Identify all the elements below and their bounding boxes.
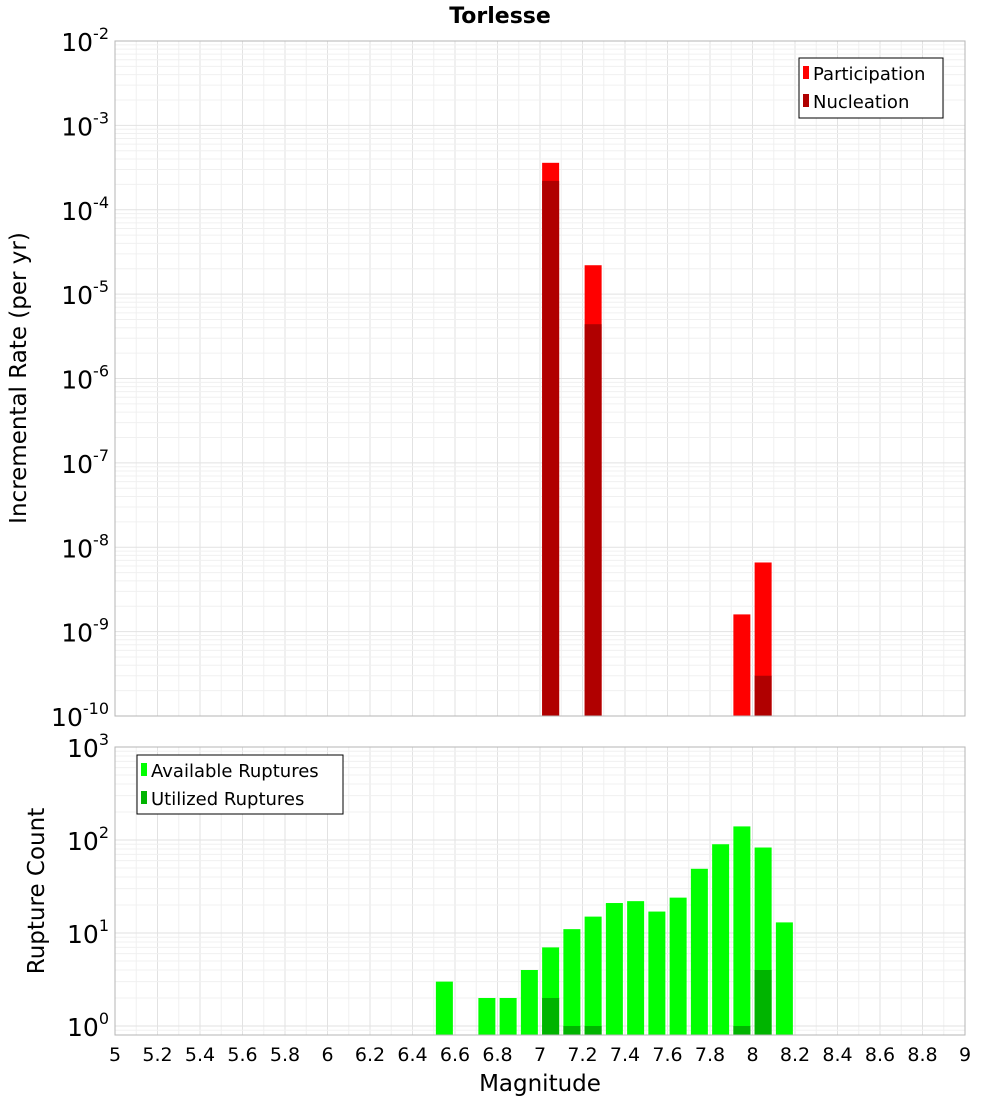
x-tick-label: 6 bbox=[321, 1044, 333, 1066]
bottom-bar-utilized-ruptures bbox=[754, 969, 772, 1035]
bottom-y-tick-label: 103 bbox=[67, 730, 109, 763]
top-y-tick-label: 10-4 bbox=[61, 193, 109, 226]
bottom-y-tick-label: 101 bbox=[67, 916, 109, 949]
bar-layer bbox=[435, 162, 793, 1035]
top-legend-box bbox=[798, 57, 944, 119]
bottom-plot-frame bbox=[114, 746, 966, 1036]
x-tick-label: 8.6 bbox=[865, 1044, 895, 1066]
top-bar-nucleation bbox=[542, 180, 560, 716]
legend-swatch-utilized-ruptures bbox=[141, 791, 147, 804]
x-tick-label: 7.6 bbox=[652, 1044, 682, 1066]
x-tick-label: 5 bbox=[109, 1044, 121, 1066]
top-y-tick-label: 10-6 bbox=[61, 362, 109, 395]
legend-label-participation: Participation bbox=[813, 64, 925, 85]
bottom-bar-available-ruptures bbox=[712, 844, 730, 1035]
top-y-tick-label: 10-5 bbox=[61, 277, 109, 310]
legend-swatch-participation bbox=[803, 66, 809, 79]
x-axis-label: Magnitude bbox=[479, 1071, 601, 1097]
top-y-tick-label: 10-2 bbox=[61, 24, 109, 57]
x-tick-label: 5.8 bbox=[270, 1044, 300, 1066]
bottom-bar-available-ruptures bbox=[605, 903, 623, 1035]
bottom-bar-utilized-ruptures bbox=[733, 1025, 751, 1035]
bottom-bar-available-ruptures bbox=[669, 897, 687, 1035]
top-bar-participation bbox=[733, 614, 751, 716]
bottom-bar-available-ruptures bbox=[648, 911, 666, 1035]
top-y-tick-label: 10-8 bbox=[61, 530, 109, 563]
x-tick-label: 7.2 bbox=[567, 1044, 597, 1066]
legend-swatch-nucleation bbox=[803, 94, 809, 107]
top-y-tick-label: 10-9 bbox=[61, 615, 109, 648]
x-tick-label: 9 bbox=[959, 1044, 971, 1066]
bottom-y-tick-label: 100 bbox=[67, 1009, 109, 1042]
bottom-legend: Available Ruptures Utilized Ruptures bbox=[136, 754, 344, 815]
bottom-bar-available-ruptures bbox=[584, 916, 602, 1035]
top-plot-frame bbox=[114, 40, 966, 717]
top-y-tick-label: 10-3 bbox=[61, 108, 109, 141]
bottom-bar-utilized-ruptures bbox=[542, 997, 560, 1035]
bottom-bar-available-ruptures bbox=[520, 969, 538, 1035]
top-y-tick-label: 10-10 bbox=[51, 699, 109, 732]
bottom-bar-available-ruptures bbox=[563, 929, 581, 1035]
x-tick-label: 7.4 bbox=[610, 1044, 640, 1066]
x-tick-label: 6.4 bbox=[397, 1044, 427, 1066]
bottom-legend-box bbox=[136, 754, 344, 815]
top-bar-nucleation bbox=[754, 675, 772, 716]
bottom-bar-available-ruptures bbox=[733, 826, 751, 1035]
legend-label-available-ruptures: Available Ruptures bbox=[151, 761, 319, 782]
bottom-y-axis-label: Rupture Count bbox=[24, 808, 50, 974]
x-tick-label: 7 bbox=[534, 1044, 546, 1066]
legend-swatch-available-ruptures bbox=[141, 763, 147, 776]
x-tick-label: 6.8 bbox=[482, 1044, 512, 1066]
chart-title: Torlesse bbox=[449, 4, 551, 29]
bottom-y-tick-label: 102 bbox=[67, 823, 109, 856]
legend-label-utilized-ruptures: Utilized Ruptures bbox=[151, 789, 304, 810]
x-tick-label: 7.8 bbox=[695, 1044, 725, 1066]
grid-layer bbox=[114, 40, 966, 1036]
x-tick-label: 5.6 bbox=[227, 1044, 257, 1066]
bottom-bar-available-ruptures bbox=[690, 868, 708, 1035]
top-legend: Participation Nucleation bbox=[798, 57, 944, 119]
x-tick-label: 5.2 bbox=[142, 1044, 172, 1066]
x-tick-label: 8.2 bbox=[780, 1044, 810, 1066]
x-tick-label: 8 bbox=[746, 1044, 758, 1066]
x-tick-label: 5.4 bbox=[185, 1044, 215, 1066]
x-tick-label: 8.4 bbox=[822, 1044, 852, 1066]
x-tick-label: 8.8 bbox=[907, 1044, 937, 1066]
legend-label-nucleation: Nucleation bbox=[813, 92, 909, 113]
top-bar-nucleation bbox=[584, 324, 602, 716]
bottom-bar-available-ruptures bbox=[627, 901, 645, 1035]
bottom-bar-available-ruptures bbox=[435, 981, 453, 1035]
top-y-tick-label: 10-7 bbox=[61, 446, 109, 479]
top-y-axis-label: Incremental Rate (per yr) bbox=[6, 232, 32, 524]
tick-layer: 5 5.2 5.4 5.6 5.8 6 6.2 6.4 6.6 6.8 7 7.2 7.4 7.6 7.8 8… bbox=[51, 24, 971, 1066]
bottom-bar-utilized-ruptures bbox=[584, 1025, 602, 1035]
bottom-bar-available-ruptures bbox=[478, 997, 496, 1035]
bottom-bar-available-ruptures bbox=[499, 997, 517, 1035]
x-tick-label: 6.6 bbox=[440, 1044, 470, 1066]
bottom-bar-available-ruptures bbox=[775, 922, 793, 1035]
x-tick-label: 6.2 bbox=[355, 1044, 385, 1066]
bottom-bar-utilized-ruptures bbox=[563, 1025, 581, 1035]
